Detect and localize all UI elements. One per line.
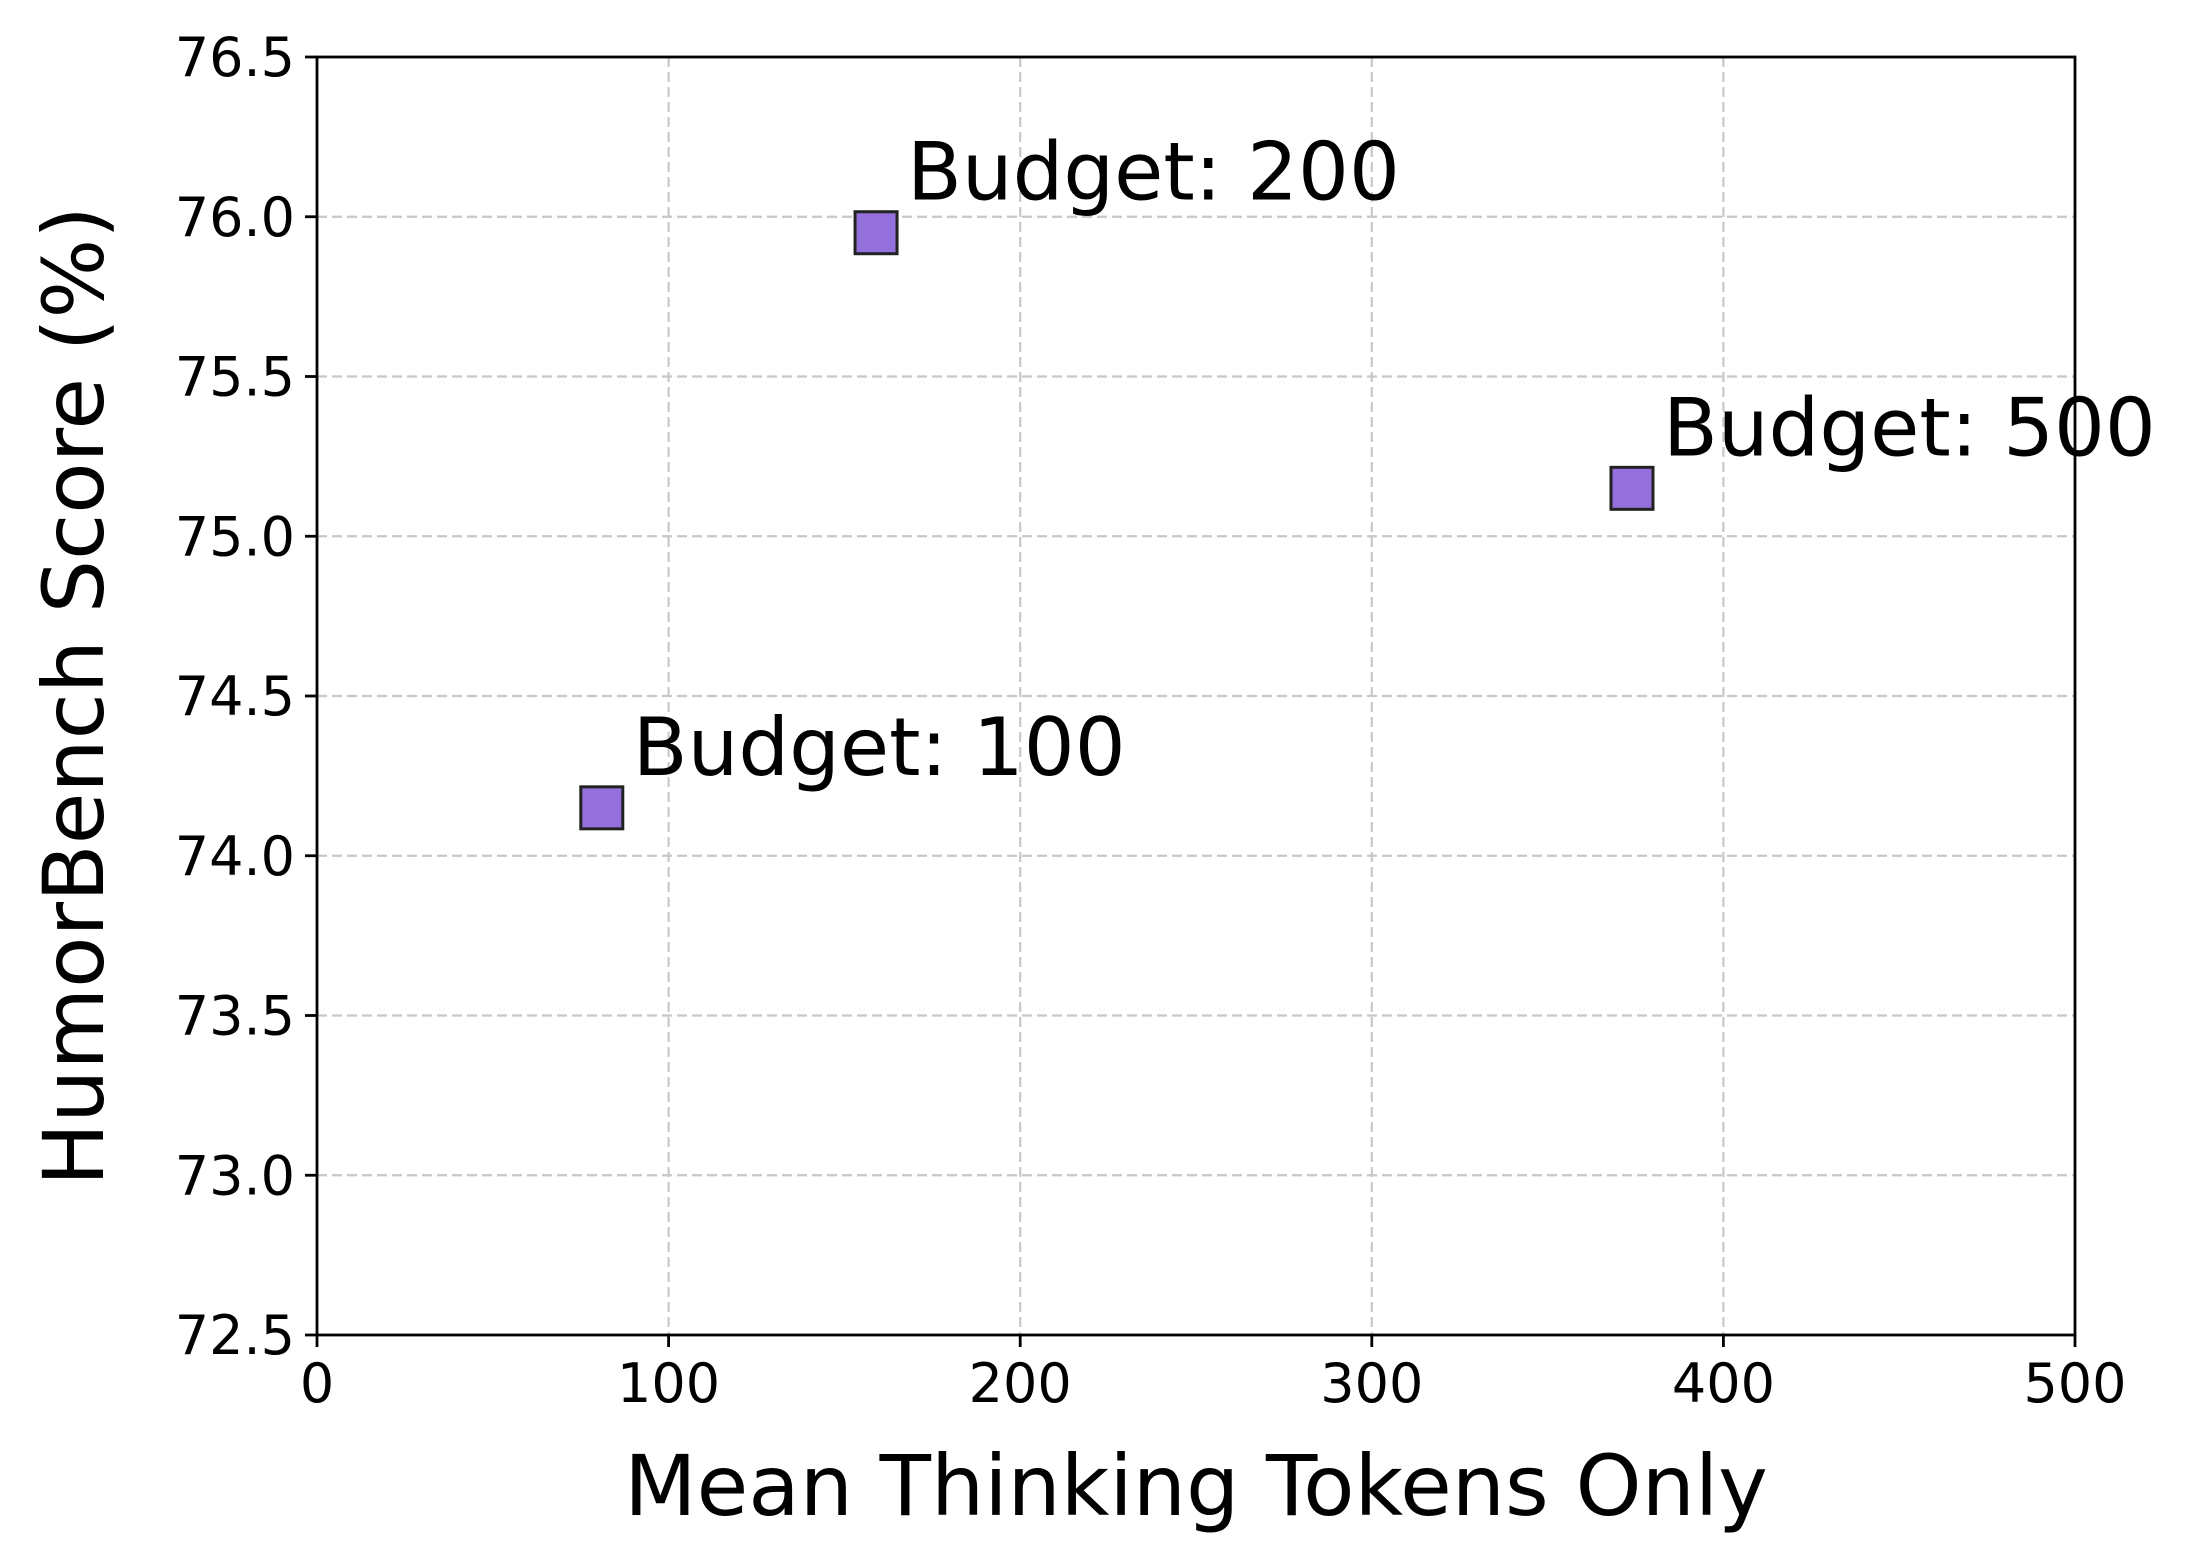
y-tick-label: 74.0 xyxy=(175,825,295,888)
y-tick-label: 76.0 xyxy=(175,186,295,249)
x-tick-label: 500 xyxy=(2023,1352,2126,1415)
y-axis-label: HumorBench Score (%) xyxy=(25,206,123,1186)
y-tick-label: 73.5 xyxy=(175,985,295,1048)
x-tick-label: 100 xyxy=(617,1352,720,1415)
data-point-label: Budget: 200 xyxy=(907,126,1400,219)
y-tick-label: 74.5 xyxy=(175,665,295,728)
y-tick-label: 75.0 xyxy=(175,505,295,568)
x-tick-label: 200 xyxy=(969,1352,1072,1415)
data-point xyxy=(853,210,899,256)
x-axis-label: Mean Thinking Tokens Only xyxy=(624,1437,1768,1535)
y-tick-label: 72.5 xyxy=(175,1304,295,1367)
x-tick-label: 300 xyxy=(1320,1352,1423,1415)
y-tick-label: 73.0 xyxy=(175,1144,295,1207)
data-point xyxy=(579,785,625,831)
data-points: Budget: 100 Budget: 200 Budget: 500 xyxy=(579,126,2156,831)
x-tick-label: 400 xyxy=(1672,1352,1775,1415)
x-tick-label: 0 xyxy=(300,1352,334,1415)
y-tick-label: 76.5 xyxy=(175,26,295,89)
data-point-label: Budget: 100 xyxy=(633,701,1126,794)
grid xyxy=(315,55,2077,1337)
data-point xyxy=(1609,465,1655,511)
data-point-label: Budget: 500 xyxy=(1663,381,2156,474)
y-tick-label: 75.5 xyxy=(175,346,295,409)
axis-ticks: 0 100 200 300 400 500 72.5 73.0 73.5 74.0 74.5 75.0… xyxy=(175,26,2127,1415)
